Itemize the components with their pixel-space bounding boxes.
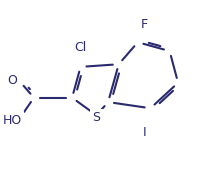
Text: HO: HO — [3, 114, 22, 127]
Text: Cl: Cl — [74, 41, 87, 54]
Text: O: O — [7, 74, 17, 87]
Text: S: S — [92, 111, 100, 124]
Text: I: I — [142, 126, 146, 139]
Text: F: F — [141, 18, 148, 31]
